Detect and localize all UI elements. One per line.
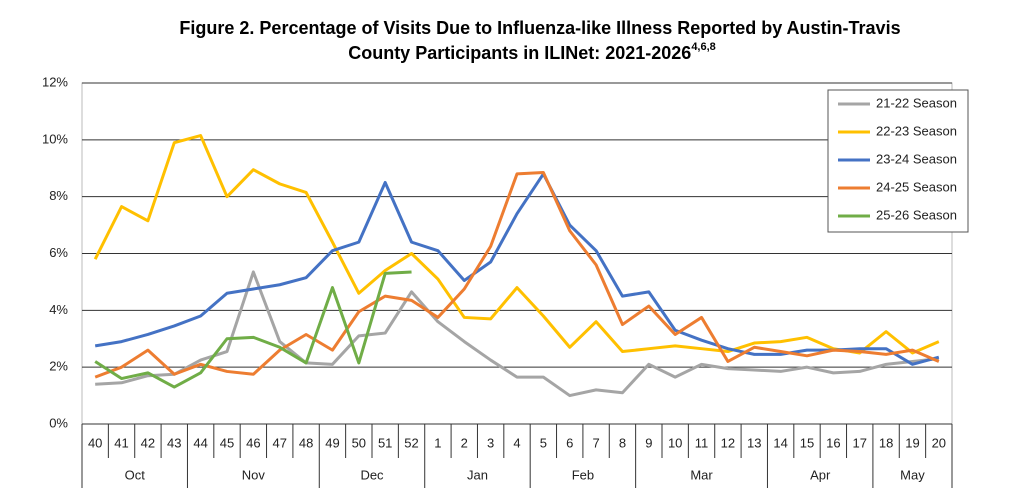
x-tick-label: 20: [932, 435, 946, 450]
month-label: Apr: [810, 467, 831, 482]
x-tick-label: 4: [513, 435, 520, 450]
y-tick-label: 0%: [49, 415, 68, 430]
x-tick-label: 44: [193, 435, 207, 450]
x-tick-label: 7: [592, 435, 599, 450]
x-tick-label: 11: [695, 435, 709, 450]
x-tick-label: 51: [378, 435, 392, 450]
x-tick-label: 46: [246, 435, 260, 450]
chart-title: County Participants in ILINet: 2021-2026…: [348, 41, 716, 63]
x-tick-label: 50: [352, 435, 366, 450]
x-tick-label: 5: [540, 435, 547, 450]
x-tick-label: 2: [461, 435, 468, 450]
legend-label: 24-25 Season: [876, 179, 957, 194]
x-tick-label: 15: [800, 435, 814, 450]
y-tick-label: 4%: [49, 302, 68, 317]
month-label: Jan: [467, 467, 488, 482]
y-tick-label: 2%: [49, 359, 68, 374]
x-tick-label: 6: [566, 435, 573, 450]
x-tick-label: 40: [88, 435, 102, 450]
x-tick-label: 41: [114, 435, 128, 450]
series-line: [94, 270, 412, 389]
series-line: [94, 171, 940, 379]
legend-label: 21-22 Season: [876, 95, 957, 110]
month-label: Feb: [572, 467, 594, 482]
legend-label: 23-24 Season: [876, 151, 957, 166]
x-tick-label: 12: [721, 435, 735, 450]
y-tick-label: 10%: [42, 131, 68, 146]
title-line: County Participants in ILINet: 2021-2026: [348, 43, 691, 63]
y-tick-label: 8%: [49, 188, 68, 203]
legend-label: 22-23 Season: [876, 123, 957, 138]
month-label: May: [900, 467, 925, 482]
x-tick-label: 13: [747, 435, 761, 450]
legend-label: 25-26 Season: [876, 207, 957, 222]
x-tick-label: 47: [272, 435, 286, 450]
x-tick-label: 49: [325, 435, 339, 450]
x-tick-label: 43: [167, 435, 181, 450]
y-tick-label: 6%: [49, 245, 68, 260]
title-superscript: 4,6,8: [691, 41, 715, 53]
chart-title: Figure 2. Percentage of Visits Due to In…: [179, 18, 900, 38]
y-tick-label: 12%: [42, 74, 68, 89]
month-label: Dec: [360, 467, 384, 482]
x-tick-label: 14: [773, 435, 787, 450]
x-tick-label: 3: [487, 435, 494, 450]
x-tick-label: 52: [404, 435, 418, 450]
x-tick-label: 10: [668, 435, 682, 450]
x-tick-label: 8: [619, 435, 626, 450]
x-tick-label: 45: [220, 435, 234, 450]
x-tick-label: 48: [299, 435, 313, 450]
x-tick-label: 17: [852, 435, 866, 450]
series-line: [95, 270, 939, 398]
series-line: [94, 172, 940, 366]
x-tick-label: 1: [434, 435, 441, 450]
x-tick-label: 9: [645, 435, 652, 450]
x-tick-label: 42: [141, 435, 155, 450]
x-tick-label: 18: [879, 435, 893, 450]
series-line: [93, 134, 940, 355]
month-label: Mar: [690, 467, 713, 482]
month-label: Oct: [125, 467, 146, 482]
x-tick-label: 16: [826, 435, 840, 450]
x-tick-label: 19: [905, 435, 919, 450]
month-label: Nov: [242, 467, 266, 482]
